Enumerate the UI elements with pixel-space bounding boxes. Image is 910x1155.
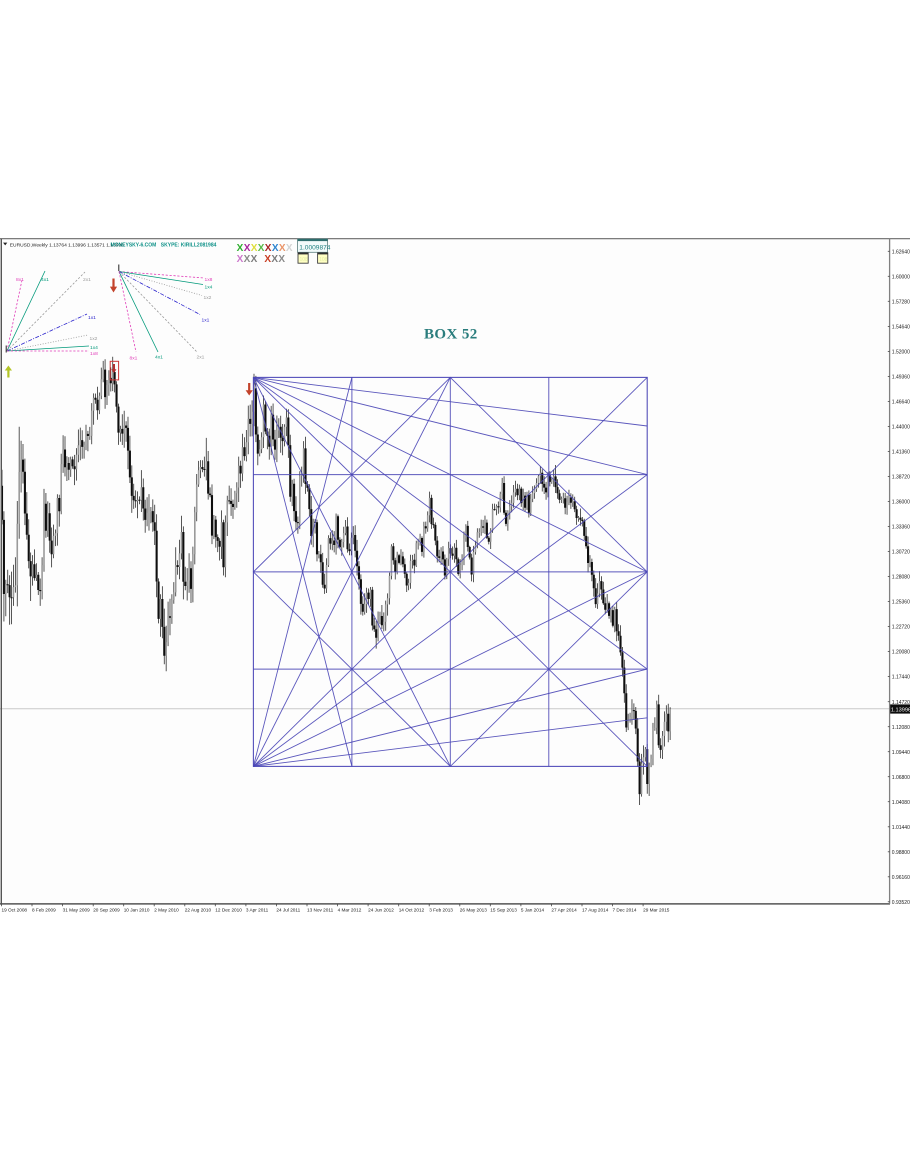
svg-text:X: X bbox=[265, 243, 272, 254]
svg-text:0.96160: 0.96160 bbox=[892, 875, 910, 881]
svg-text:2x1: 2x1 bbox=[197, 355, 205, 361]
svg-text:1x1: 1x1 bbox=[202, 318, 210, 324]
svg-text:1.14720: 1.14720 bbox=[892, 700, 910, 706]
svg-text:1.41360: 1.41360 bbox=[892, 450, 910, 456]
svg-text:1.52000: 1.52000 bbox=[892, 350, 910, 356]
svg-text:22 Aug 2010: 22 Aug 2010 bbox=[185, 907, 212, 912]
svg-text:1x8: 1x8 bbox=[90, 351, 98, 357]
svg-text:29 Mar 2015: 29 Mar 2015 bbox=[643, 907, 670, 912]
svg-text:1x2: 1x2 bbox=[90, 336, 98, 342]
svg-text:31 May 2009: 31 May 2009 bbox=[63, 907, 90, 912]
svg-text:1.46640: 1.46640 bbox=[892, 400, 910, 406]
svg-text:1.60000: 1.60000 bbox=[892, 274, 910, 280]
svg-text:4x1: 4x1 bbox=[155, 355, 163, 361]
svg-text:1.06800: 1.06800 bbox=[892, 775, 910, 781]
svg-text:1.13996: 1.13996 bbox=[891, 707, 910, 713]
svg-text:1.36000: 1.36000 bbox=[892, 500, 910, 506]
svg-text:5 Jan 2014: 5 Jan 2014 bbox=[521, 907, 545, 912]
svg-text:0.93520: 0.93520 bbox=[892, 900, 910, 906]
svg-text:X: X bbox=[244, 243, 251, 254]
svg-text:20 Sep 2009: 20 Sep 2009 bbox=[93, 907, 120, 912]
svg-text:1x8: 1x8 bbox=[205, 277, 213, 283]
svg-text:26 May 2013: 26 May 2013 bbox=[460, 907, 487, 912]
svg-text:1.12080: 1.12080 bbox=[892, 725, 910, 731]
svg-text:X: X bbox=[244, 254, 251, 265]
svg-text:1.25360: 1.25360 bbox=[892, 600, 910, 606]
svg-text:1x1: 1x1 bbox=[88, 315, 96, 321]
svg-text:1.17440: 1.17440 bbox=[892, 675, 910, 681]
svg-text:1.04080: 1.04080 bbox=[892, 800, 910, 806]
svg-text:1.09440: 1.09440 bbox=[892, 750, 910, 756]
svg-text:X: X bbox=[251, 254, 258, 265]
svg-text:EURUSD,Weekly 1.13764 1.13996: EURUSD,Weekly 1.13764 1.13996 1.13571 1.… bbox=[10, 242, 124, 248]
svg-text:1.62640: 1.62640 bbox=[892, 249, 910, 255]
svg-text:1.54640: 1.54640 bbox=[892, 325, 910, 331]
svg-text:X: X bbox=[279, 243, 286, 254]
svg-text:BOX 52: BOX 52 bbox=[424, 327, 478, 343]
svg-text:108: 108 bbox=[319, 257, 328, 263]
svg-text:2 May 2010: 2 May 2010 bbox=[154, 907, 179, 912]
svg-text:27 Apr 2014: 27 Apr 2014 bbox=[551, 907, 577, 912]
svg-text:1.57280: 1.57280 bbox=[892, 299, 910, 305]
svg-text:X: X bbox=[278, 254, 285, 265]
svg-text:1.44000: 1.44000 bbox=[892, 425, 910, 431]
svg-text:1.28080: 1.28080 bbox=[892, 575, 910, 581]
svg-text:0.98800: 0.98800 bbox=[892, 850, 910, 856]
svg-text:4 Mar 2012: 4 Mar 2012 bbox=[338, 907, 362, 912]
svg-text:3 Feb 2013: 3 Feb 2013 bbox=[429, 907, 453, 912]
svg-text:3 Apr 2011: 3 Apr 2011 bbox=[246, 907, 269, 912]
svg-text:X: X bbox=[251, 243, 258, 254]
svg-text:1x2: 1x2 bbox=[204, 295, 212, 301]
svg-text:1x4: 1x4 bbox=[205, 285, 213, 291]
svg-text:15 Sep 2013: 15 Sep 2013 bbox=[490, 907, 517, 912]
svg-text:1.20080: 1.20080 bbox=[892, 650, 910, 656]
svg-text:14 Oct 2012: 14 Oct 2012 bbox=[399, 907, 425, 912]
svg-text:X: X bbox=[237, 254, 244, 265]
svg-text:8x1: 8x1 bbox=[130, 356, 138, 362]
svg-text:1.49360: 1.49360 bbox=[892, 375, 910, 381]
svg-text:1.38720: 1.38720 bbox=[892, 475, 910, 481]
svg-text:1.0009874: 1.0009874 bbox=[299, 245, 331, 252]
svg-text:24 Jul 2011: 24 Jul 2011 bbox=[276, 907, 300, 912]
svg-text:1.01440: 1.01440 bbox=[892, 825, 910, 831]
svg-text:8 Feb 2009: 8 Feb 2009 bbox=[32, 907, 56, 912]
svg-text:X: X bbox=[264, 254, 271, 265]
svg-text:X: X bbox=[286, 243, 293, 254]
svg-text:1.30720: 1.30720 bbox=[892, 550, 910, 556]
svg-text:13 Nov 2011: 13 Nov 2011 bbox=[307, 907, 334, 912]
svg-text:X: X bbox=[237, 243, 244, 254]
svg-text:8x1: 8x1 bbox=[16, 277, 24, 283]
svg-text:24 Jun 2012: 24 Jun 2012 bbox=[368, 907, 394, 912]
svg-text:MONEYSKY-6.COM: MONEYSKY-6.COM bbox=[111, 243, 157, 249]
svg-text:7 Dec 2014: 7 Dec 2014 bbox=[613, 907, 637, 912]
svg-text:4x1: 4x1 bbox=[41, 277, 49, 283]
svg-text:X: X bbox=[272, 243, 279, 254]
svg-text:1x4: 1x4 bbox=[90, 345, 98, 351]
svg-text:108: 108 bbox=[300, 257, 309, 263]
svg-text:1.22720: 1.22720 bbox=[892, 625, 910, 631]
svg-text:X: X bbox=[271, 254, 278, 265]
svg-text:1.33360: 1.33360 bbox=[892, 525, 910, 531]
svg-text:X: X bbox=[258, 243, 265, 254]
svg-text:19 Oct 2008: 19 Oct 2008 bbox=[2, 907, 28, 912]
svg-text:10 Jan 2010: 10 Jan 2010 bbox=[124, 907, 150, 912]
svg-text:17 Aug 2014: 17 Aug 2014 bbox=[582, 907, 609, 912]
svg-text:2x1: 2x1 bbox=[83, 277, 91, 283]
svg-text:12 Dec 2010: 12 Dec 2010 bbox=[215, 907, 242, 912]
svg-text:SKYPE: KIRILL2081984: SKYPE: KIRILL2081984 bbox=[161, 243, 217, 249]
